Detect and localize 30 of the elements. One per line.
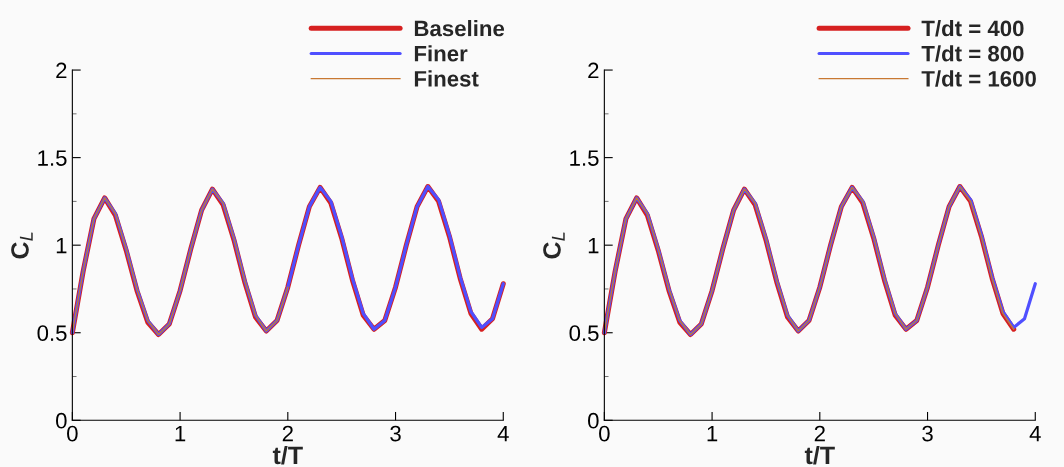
y-tick-label: 0 <box>588 412 599 429</box>
y-tick-label: 1 <box>56 237 67 254</box>
y-axis-title: C$_{L}$ <box>11 232 33 259</box>
x-tick-label: 0 <box>599 425 610 442</box>
legend-label: Baseline <box>414 20 505 37</box>
x-tick-label: 1 <box>707 425 718 442</box>
y-axis-title: C$_{L}$ <box>543 232 565 259</box>
x-tick-label: 2 <box>282 425 293 442</box>
y-tick-label: 2 <box>588 62 599 79</box>
x-axis-title: t/T <box>272 445 303 465</box>
x-tick-label: 3 <box>922 425 933 442</box>
y-tick-label: 1.5 <box>38 150 67 166</box>
legend-label: Finest <box>414 70 479 87</box>
y-tick-label: 1.5 <box>570 150 599 166</box>
x-tick-label: 4 <box>497 425 509 442</box>
x-axis-title: t/T <box>804 445 835 465</box>
y-tick-label: 2 <box>56 62 67 79</box>
y-tick-label: 0 <box>56 412 67 429</box>
legend-label: Finer <box>414 45 468 62</box>
x-tick-label: 0 <box>67 425 78 442</box>
x-tick-label: 2 <box>814 425 825 442</box>
y-tick-label: 1 <box>588 237 599 254</box>
y-tick-label: 0.5 <box>569 325 599 342</box>
x-tick-label: 3 <box>390 425 401 442</box>
x-tick-label: 1 <box>175 425 186 442</box>
legend-label: T/dt = 800 <box>921 45 1024 62</box>
legend-label: T/dt = 400 <box>921 20 1024 37</box>
legend-label: T/dt = 1600 <box>921 70 1036 87</box>
x-tick-label: 4 <box>1029 425 1041 442</box>
y-tick-label: 0.5 <box>37 325 67 342</box>
